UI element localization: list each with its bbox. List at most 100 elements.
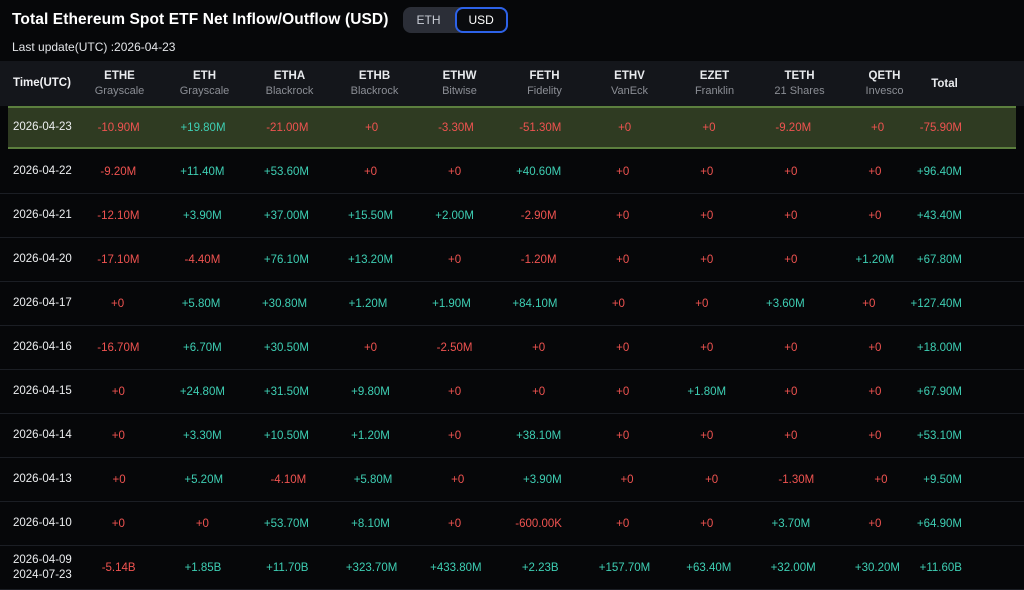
date-line: 2026-04-09 — [13, 553, 72, 566]
flow-value-ethe: -17.10M — [97, 253, 140, 266]
flow-value-ezet: +0 — [700, 165, 714, 178]
column-ticker: ETHE — [104, 70, 135, 82]
flow-value-etha: +53.60M — [263, 165, 309, 178]
flow-value-ethb: +1.20M — [348, 297, 388, 310]
flow-total: -75.90M — [920, 122, 1024, 134]
column-issuer: 21 Shares — [774, 85, 825, 97]
table-row-2026-04-17: 2026-04-17 +0 +5.80M +30.80M +1.20M +1.90M +84… — [0, 282, 1024, 326]
flow-total-value: +127.40M — [910, 297, 963, 310]
flow-value-teth: +0 — [784, 385, 798, 398]
flow-value-ethv: +157.70M — [598, 561, 651, 574]
flow-value-ethw: -2.50M — [436, 341, 473, 354]
flow-value-ethv: +0 — [616, 341, 630, 354]
column-ticker: FETH — [529, 70, 560, 82]
flow-value-teth: +0 — [784, 253, 798, 266]
flow-value-ethw: +0 — [448, 165, 462, 178]
total-column-header: Total — [931, 77, 958, 90]
date-line: 2026-04-13 — [13, 473, 72, 485]
column-header-teth: TETH 21 Shares — [757, 69, 842, 98]
page-header: Total Ethereum Spot ETF Net Inflow/Outfl… — [0, 0, 1024, 54]
flow-value-ethe: -12.10M — [97, 209, 140, 222]
flow-total-value: +11.60B — [919, 561, 962, 574]
flow-value-ethe: +0 — [111, 517, 125, 530]
flow-value-ethb: +323.70M — [345, 561, 398, 574]
flow-value-ethb: +0 — [363, 341, 378, 354]
table-row-2026-04-22: 2026-04-22 -9.20M +11.40M +53.60M +0 +0 +40.60… — [0, 150, 1024, 194]
flow-value-eth: +3.30M — [183, 429, 222, 442]
flow-value-ethb: +0 — [365, 121, 379, 134]
flow-value-etha: +11.70B — [266, 561, 309, 574]
flow-value-eth: +11.40M — [180, 165, 225, 178]
flow-value-teth: +0 — [784, 165, 798, 178]
currency-toggle: ETH USD — [402, 7, 508, 33]
column-header-etha: ETHA Blackrock — [247, 69, 332, 98]
column-ticker: ETHV — [614, 70, 645, 82]
column-ticker: ETHA — [273, 70, 306, 82]
flow-value-ethe: -16.70M — [97, 341, 140, 354]
column-issuer: Blackrock — [350, 85, 399, 97]
eth-toggle-button[interactable]: ETH — [403, 7, 455, 33]
flow-value-ezet: +1.80M — [687, 385, 727, 398]
flow-value-ethw: +433.80M — [430, 561, 482, 574]
flow-value-ethe: -9.20M — [100, 165, 137, 178]
flow-value-ethv: +0 — [611, 297, 625, 310]
column-header-ezet: EZET Franklin — [672, 69, 757, 98]
flow-value-ezet: +0 — [705, 473, 719, 486]
flow-value-ethv: +0 — [618, 121, 632, 134]
table-row-2026-04-21: 2026-04-21 -12.10M +3.90M +37.00M +15.50M +2.… — [0, 194, 1024, 238]
column-issuer: VanEck — [610, 85, 649, 97]
flow-total-value: +9.50M — [923, 473, 962, 486]
flow-value-ethw: +0 — [448, 385, 462, 398]
flow-value-ethv: +0 — [616, 517, 630, 530]
flow-value-etha: +30.80M — [261, 297, 308, 310]
column-issuer: Bitwise — [442, 85, 477, 97]
flow-value-eth: +3.90M — [183, 209, 222, 222]
date-line: 2026-04-23 — [13, 121, 72, 133]
flow-value-teth: +3.70M — [771, 517, 811, 530]
flow-value-etha: +31.50M — [263, 385, 309, 398]
flow-value-etha: -21.00M — [266, 121, 309, 134]
flow-total-value: +43.40M — [916, 209, 962, 222]
flow-value-etha: +37.00M — [263, 209, 309, 222]
flow-value-qeth: +30.20M — [854, 561, 900, 574]
flow-value-ethb: +8.10M — [351, 517, 390, 530]
flow-value-etha: +76.10M — [263, 253, 309, 266]
row-date: 2026-04-22 — [0, 164, 76, 179]
page-title: Total Ethereum Spot ETF Net Inflow/Outfl… — [12, 11, 389, 28]
flow-value-ethb: +5.80M — [353, 473, 393, 486]
flow-value-eth: +24.80M — [179, 385, 225, 398]
flow-total: +127.40M — [911, 298, 1024, 310]
row-date: 2026-04-15 — [0, 384, 76, 399]
flow-value-ethb: +9.80M — [351, 385, 390, 398]
row-date: 2026-04-09 2024-07-23 — [0, 553, 76, 583]
flow-value-ethw: +0 — [448, 253, 462, 266]
flow-total-value: +53.10M — [916, 429, 962, 442]
flow-total-value: -75.90M — [919, 121, 962, 134]
flow-value-ezet: +0 — [700, 341, 714, 354]
flow-value-etha: +30.50M — [263, 341, 309, 354]
usd-toggle-button[interactable]: USD — [454, 7, 508, 33]
column-header-ethe: ETHE Grayscale — [77, 69, 162, 98]
flow-value-teth: +0 — [784, 429, 798, 442]
flow-total: +53.10M — [917, 430, 1024, 442]
flow-value-qeth: +0 — [868, 517, 882, 530]
flow-value-ethv: +0 — [616, 429, 630, 442]
column-ticker: ETH — [193, 70, 216, 82]
flow-value-teth: -1.30M — [778, 473, 815, 486]
flow-value-ethw: +0 — [448, 517, 462, 530]
row-date: 2026-04-17 — [0, 296, 76, 311]
row-date: 2026-04-23 — [0, 120, 77, 135]
flow-value-ethv: +0 — [620, 473, 634, 486]
flow-value-ethv: +0 — [616, 165, 630, 178]
flow-total: +96.40M — [917, 166, 1024, 178]
table-header-row: Time(UTC) ETHE Grayscale ETH Grayscale ETHA B… — [0, 61, 1024, 106]
table-row-2026-04-10: 2026-04-10 +0 +0 +53.70M +8.10M +0 -600.00K +0 +… — [0, 502, 1024, 546]
column-header-ethw: ETHW Bitwise — [417, 69, 502, 98]
row-date: 2026-04-10 — [0, 516, 76, 531]
flow-value-ethw: +0 — [448, 429, 462, 442]
row-date: 2026-04-14 — [0, 428, 76, 443]
flow-value-ezet: +0 — [695, 297, 709, 310]
column-ticker: QETH — [868, 70, 901, 82]
flow-value-ethe: -5.14B — [101, 561, 136, 574]
